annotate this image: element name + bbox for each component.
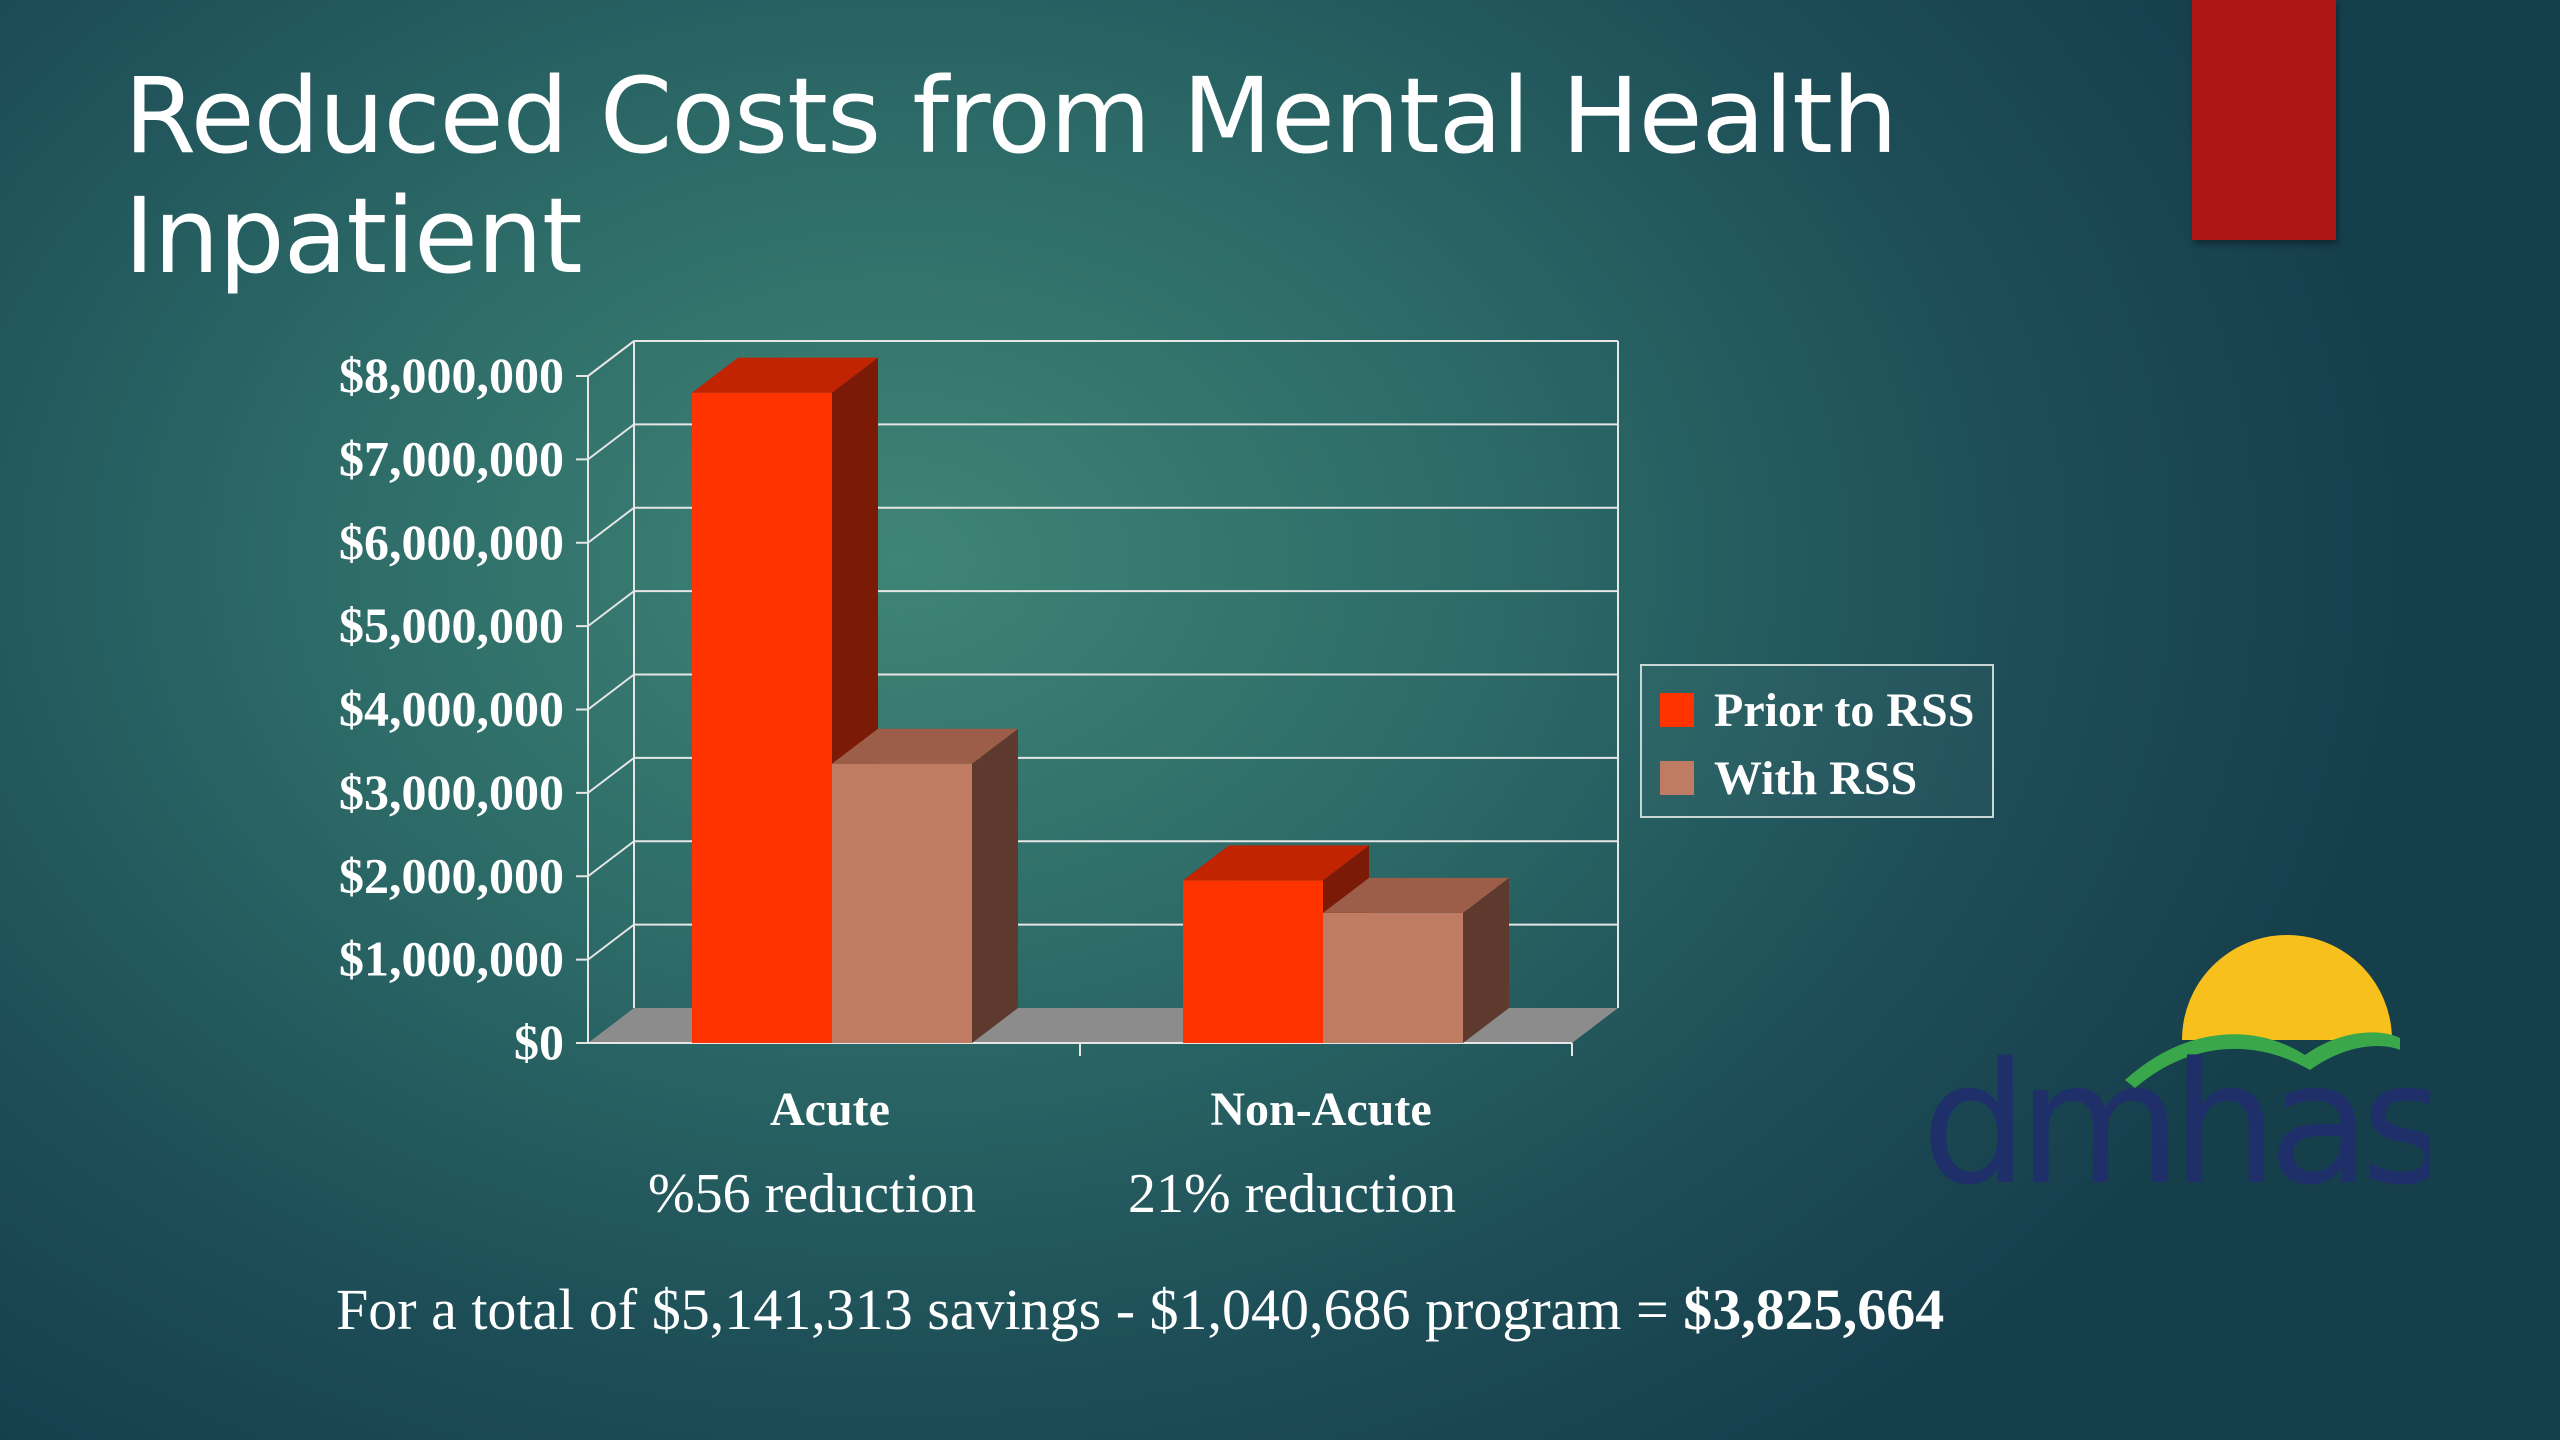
gridline-side xyxy=(587,590,635,627)
acute-reduction-note: %56 reduction xyxy=(648,1163,977,1225)
bar-acute-s1 xyxy=(832,763,972,1043)
dmhas-logo: dmhas xyxy=(1930,935,2430,1200)
legend-swatch-prior xyxy=(1660,693,1694,727)
gridline-side xyxy=(587,840,635,878)
y-tick-label: $2,000,000 xyxy=(339,847,564,903)
y-tick-label: $4,000,000 xyxy=(339,681,564,737)
gridline-side xyxy=(587,757,635,794)
gridline-side xyxy=(587,673,635,711)
bar-acute-s0 xyxy=(692,392,832,1043)
bar-side-non-acute-s1 xyxy=(1463,877,1509,1043)
summary-total: $3,825,664 xyxy=(1683,1277,1945,1342)
y-tick-label: $5,000,000 xyxy=(339,597,564,653)
y-tick-label: $1,000,000 xyxy=(339,931,564,987)
bar-top-non-acute-s0 xyxy=(1183,845,1369,881)
bar-top-acute-s1 xyxy=(832,728,1018,764)
non-acute-reduction-note: 21% reduction xyxy=(1128,1163,1457,1225)
bar-top-acute-s0 xyxy=(692,357,878,393)
legend-item-with: With RSS xyxy=(1660,748,1917,808)
y-tick-label: $7,000,000 xyxy=(339,430,564,486)
savings-summary: For a total of $5,141,313 savings - $1,0… xyxy=(336,1276,1944,1343)
legend-label-prior: Prior to RSS xyxy=(1714,683,1975,737)
bar-non-acute-s1 xyxy=(1323,912,1463,1043)
gridline-side xyxy=(587,340,635,377)
summary-text: For a total of $5,141,313 savings - $1,0… xyxy=(336,1277,1669,1342)
bar-non-acute-s0 xyxy=(1183,880,1323,1043)
category-label-acute: Acute xyxy=(770,1083,890,1136)
y-tick-label: $8,000,000 xyxy=(339,347,564,403)
gridline-side xyxy=(587,923,635,961)
legend-item-prior: Prior to RSS xyxy=(1660,680,1974,740)
bar-top-non-acute-s1 xyxy=(1323,877,1509,913)
logo-text: dmhas xyxy=(1930,1026,2430,1200)
category-label-non-acute: Non-Acute xyxy=(1210,1083,1431,1136)
gridline-side xyxy=(587,423,635,461)
y-tick-label: $0 xyxy=(514,1014,564,1070)
y-axis-ticks: $0 $1,000,000 $2,000,000 $3,000,000 $4,000,0… xyxy=(339,347,588,1070)
bar-side-acute-s1 xyxy=(972,728,1018,1043)
legend-label-with: With RSS xyxy=(1714,751,1918,805)
bars xyxy=(692,357,1509,1043)
accent-bar xyxy=(2192,0,2336,240)
logo-hill xyxy=(2125,1032,2400,1088)
gridline-side xyxy=(587,506,635,544)
y-tick-label: $6,000,000 xyxy=(339,514,564,570)
y-tick-label: $3,000,000 xyxy=(339,764,564,820)
legend-swatch-with xyxy=(1660,761,1694,795)
chart-legend: Prior to RSS With RSS xyxy=(1640,664,1994,818)
slide-title: Reduced Costs from Mental Health Inpatie… xyxy=(124,55,1898,297)
logo-sun xyxy=(2182,935,2392,1040)
